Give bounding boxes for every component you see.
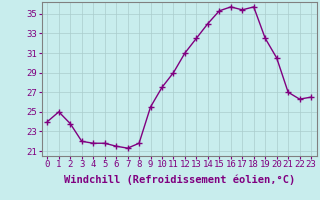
X-axis label: Windchill (Refroidissement éolien,°C): Windchill (Refroidissement éolien,°C) xyxy=(64,175,295,185)
